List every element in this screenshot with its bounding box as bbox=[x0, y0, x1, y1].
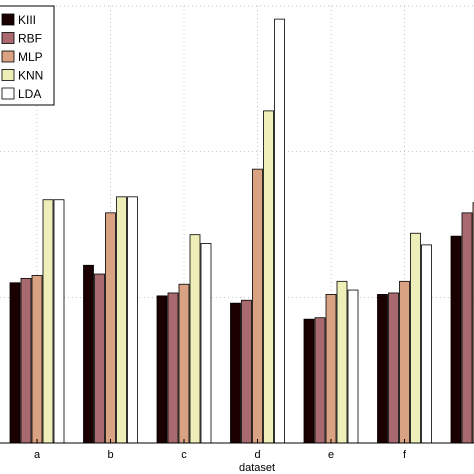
bar bbox=[399, 280, 410, 444]
bar bbox=[42, 199, 54, 444]
bar bbox=[189, 234, 201, 444]
bar bbox=[200, 243, 212, 444]
bar bbox=[178, 283, 190, 444]
x-axis-label: dataset bbox=[239, 462, 275, 474]
bar bbox=[450, 235, 462, 444]
bar bbox=[263, 110, 274, 444]
bar bbox=[336, 280, 348, 444]
bar bbox=[105, 212, 116, 444]
bar bbox=[347, 289, 359, 444]
x-tick-labels: a b c d e f bbox=[34, 439, 407, 461]
legend-swatch bbox=[1, 50, 15, 63]
bar bbox=[252, 168, 263, 444]
legend-label: RBF bbox=[18, 32, 42, 46]
bar bbox=[9, 282, 21, 444]
bar bbox=[31, 275, 43, 444]
x-tick-label: e bbox=[328, 449, 334, 461]
legend-label: MLP bbox=[18, 50, 43, 64]
bar bbox=[388, 292, 399, 444]
bar bbox=[241, 299, 252, 444]
bar bbox=[156, 295, 168, 444]
x-tick-label: a bbox=[34, 449, 41, 461]
bar bbox=[303, 318, 315, 444]
bar bbox=[127, 196, 138, 444]
bar bbox=[421, 244, 432, 444]
bar bbox=[410, 232, 421, 444]
bar bbox=[314, 317, 326, 444]
legend-swatch bbox=[1, 69, 15, 81]
bar bbox=[20, 277, 32, 444]
legend-label: LDA bbox=[18, 87, 41, 101]
x-tick-label: c bbox=[181, 449, 187, 461]
bar bbox=[116, 196, 127, 444]
legend-label: KIII bbox=[18, 13, 36, 27]
bar bbox=[53, 199, 65, 444]
bar bbox=[377, 294, 388, 444]
bar bbox=[325, 294, 337, 444]
legend-swatch bbox=[1, 13, 15, 26]
bar bbox=[461, 212, 473, 444]
legend-swatch bbox=[1, 32, 15, 44]
bar bbox=[83, 264, 94, 444]
bar bbox=[274, 18, 285, 444]
bar bbox=[94, 273, 105, 444]
legend-swatch bbox=[1, 87, 15, 100]
x-tick-label: f bbox=[403, 449, 407, 461]
bar bbox=[230, 302, 241, 444]
legend: KIII RBF MLP KNN LDA bbox=[0, 5, 55, 106]
x-tick-label: d bbox=[254, 449, 260, 461]
bar bbox=[167, 292, 179, 444]
legend-label: KNN bbox=[18, 69, 43, 83]
bars bbox=[9, 18, 474, 444]
x-tick-label: b bbox=[107, 449, 113, 461]
axes: dataset bbox=[0, 442, 474, 474]
